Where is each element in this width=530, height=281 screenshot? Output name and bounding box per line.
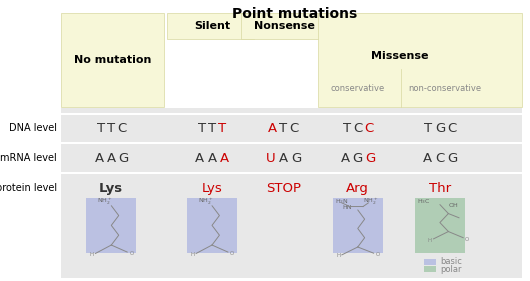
Text: T: T xyxy=(96,122,105,135)
Text: A: A xyxy=(207,152,217,165)
Text: G: G xyxy=(365,152,376,165)
Text: H: H xyxy=(428,238,432,243)
Bar xyxy=(424,259,436,265)
Text: A: A xyxy=(341,152,350,165)
Bar xyxy=(86,198,136,253)
Text: A: A xyxy=(423,152,432,165)
Text: Missense: Missense xyxy=(372,51,429,61)
Text: A: A xyxy=(94,152,103,165)
Text: A: A xyxy=(196,152,205,165)
Text: NH$_2^+$: NH$_2^+$ xyxy=(98,196,112,207)
Text: protein level: protein level xyxy=(0,183,57,193)
Text: G: G xyxy=(435,122,445,135)
Text: C: C xyxy=(364,122,374,135)
Bar xyxy=(167,13,254,39)
Text: Point mutations: Point mutations xyxy=(232,7,357,21)
Text: T: T xyxy=(218,122,226,135)
Text: G: G xyxy=(352,152,363,165)
Bar xyxy=(424,266,436,272)
Text: T: T xyxy=(198,122,206,135)
Text: A: A xyxy=(279,152,288,165)
Text: mRNA level: mRNA level xyxy=(1,153,57,163)
Text: Lys: Lys xyxy=(99,182,123,195)
Text: non-conservative: non-conservative xyxy=(409,84,482,93)
Text: O: O xyxy=(465,237,469,242)
Text: H$_2$N: H$_2$N xyxy=(335,197,349,206)
Text: H: H xyxy=(336,253,340,259)
Text: Silent: Silent xyxy=(194,21,230,31)
Text: T: T xyxy=(279,122,288,135)
Text: U: U xyxy=(267,152,276,165)
Text: NH$_2^+$: NH$_2^+$ xyxy=(198,196,213,207)
Text: T: T xyxy=(424,122,432,135)
Bar xyxy=(414,198,465,253)
Text: No mutation: No mutation xyxy=(74,55,152,65)
Text: Lys: Lys xyxy=(201,182,223,195)
Text: C: C xyxy=(435,152,445,165)
Text: NH$_2^+$: NH$_2^+$ xyxy=(364,196,378,207)
Text: G: G xyxy=(447,152,457,165)
Text: Thr: Thr xyxy=(429,182,451,195)
Text: Arg: Arg xyxy=(346,182,369,195)
Text: H: H xyxy=(190,252,195,257)
Bar xyxy=(187,198,237,253)
Text: T: T xyxy=(208,122,216,135)
Bar xyxy=(61,13,164,107)
Text: A: A xyxy=(219,152,228,165)
Text: G: G xyxy=(291,152,301,165)
Text: STOP: STOP xyxy=(266,182,301,195)
Text: C: C xyxy=(447,122,456,135)
Text: O: O xyxy=(376,252,380,257)
Text: polar: polar xyxy=(440,265,462,274)
Text: HN: HN xyxy=(342,205,352,210)
Bar xyxy=(333,198,383,253)
Text: C: C xyxy=(289,122,299,135)
Text: C: C xyxy=(353,122,363,135)
Bar xyxy=(61,108,522,278)
Text: DNA level: DNA level xyxy=(9,123,57,133)
Text: H: H xyxy=(90,252,94,257)
Text: H$_3$C: H$_3$C xyxy=(417,197,431,206)
Text: conservative: conservative xyxy=(331,84,385,93)
Text: basic: basic xyxy=(440,257,462,266)
Text: O: O xyxy=(230,251,234,256)
Text: O: O xyxy=(129,251,134,256)
Text: OH: OH xyxy=(448,203,458,208)
Text: T: T xyxy=(107,122,116,135)
Bar xyxy=(318,13,522,107)
Bar xyxy=(241,13,329,39)
Text: G: G xyxy=(119,152,129,165)
Text: A: A xyxy=(107,152,116,165)
Text: A: A xyxy=(268,122,278,135)
Text: C: C xyxy=(117,122,127,135)
Text: Nonsense: Nonsense xyxy=(254,21,315,31)
Text: T: T xyxy=(342,122,351,135)
